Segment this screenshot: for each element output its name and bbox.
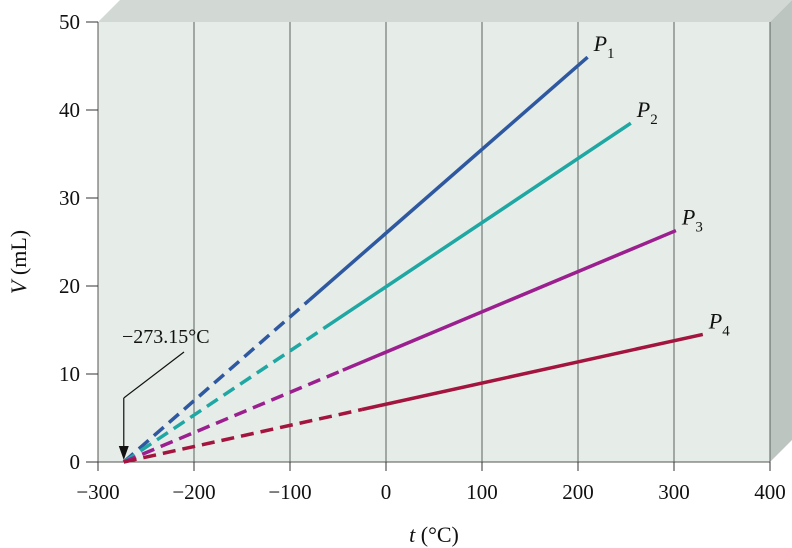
x-tick-label: 300: [658, 480, 690, 504]
series-lines: [122, 55, 704, 464]
x-tick-label: 0: [381, 480, 392, 504]
series-label-p2: P2: [636, 97, 658, 128]
series-line-solid-p1: [308, 55, 589, 302]
series-label-p3: P3: [681, 205, 703, 236]
series-line-solid-p4: [361, 332, 704, 412]
series-label-p4: P4: [708, 308, 730, 339]
box-top-face: [98, 0, 792, 22]
y-tick-label: 40: [59, 98, 80, 122]
series-line-solid-p2: [322, 121, 632, 330]
axes: 0 10 20 30 40 50 −300 −200 −100 0 100 200 300 400 t (°…: [6, 10, 786, 547]
x-tick-label: 400: [754, 480, 786, 504]
box-side-face: [770, 0, 792, 462]
y-tick-label: 20: [59, 274, 80, 298]
x-tick-label: −100: [268, 480, 311, 504]
annotation-label: −273.15°C: [122, 326, 210, 348]
x-tick-label: 200: [562, 480, 594, 504]
series-line-dashed-p2: [122, 327, 325, 464]
grid-lines: [193, 22, 771, 462]
series-line-dashed-p4: [123, 407, 363, 464]
y-tick-label: 10: [59, 362, 80, 386]
annotation-leader: [123, 351, 185, 399]
y-tick-label: 30: [59, 186, 80, 210]
y-axis-title: V (mL): [6, 230, 31, 294]
x-tick-label: −300: [76, 480, 119, 504]
series-labels: P1 P2 P3 P4: [593, 31, 731, 339]
x-axis-title: t (°C): [409, 522, 459, 547]
series-line-dashed-p1: [122, 298, 311, 464]
plot-frame: [98, 0, 792, 462]
plot-background: [98, 22, 770, 462]
annotation: −273.15°C: [118, 326, 210, 460]
x-tick-label: 100: [466, 480, 498, 504]
annotation-arrowhead: [118, 446, 129, 460]
y-tick-label: 0: [70, 450, 81, 474]
y-tick-label: 50: [59, 10, 80, 34]
x-tick-label: −200: [172, 480, 215, 504]
series-label-p1: P1: [593, 31, 615, 62]
series-line-solid-p3: [342, 228, 677, 372]
